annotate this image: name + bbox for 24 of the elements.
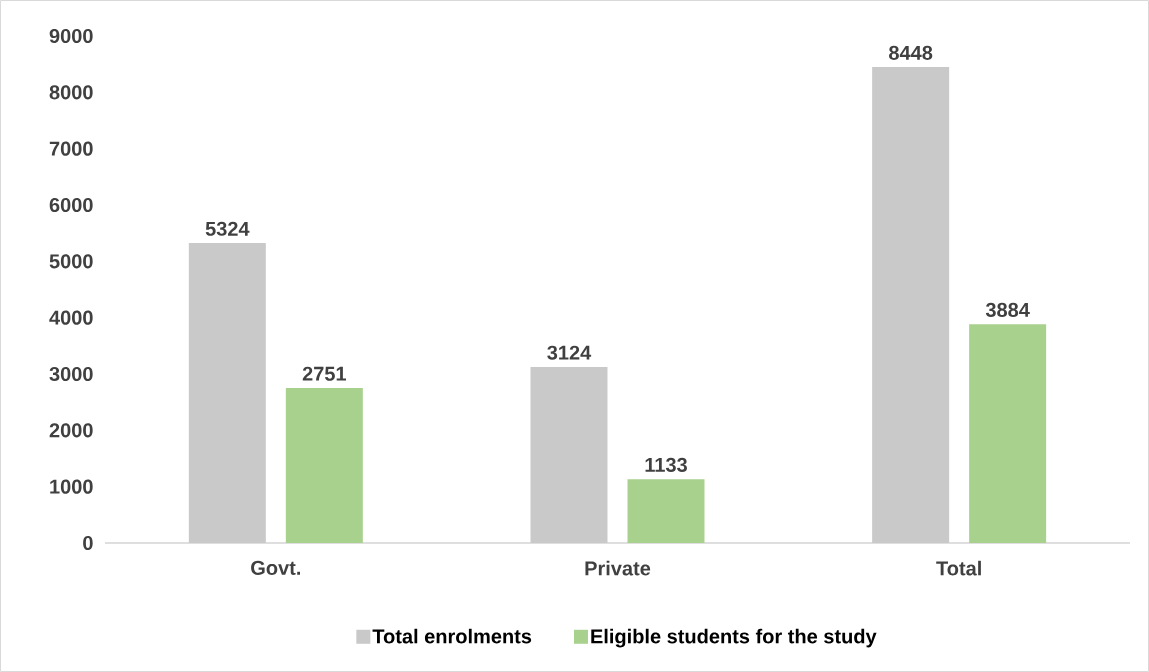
x-tick-label: Total — [936, 560, 981, 576]
bar — [627, 479, 705, 543]
data-label: 3124 — [547, 345, 592, 360]
data-label: 3884 — [985, 302, 1030, 317]
y-tick-label: 6000 — [49, 197, 93, 213]
y-tick-label: 7000 — [49, 141, 93, 156]
y-tick-label: 2000 — [49, 423, 93, 438]
y-tick-label: 5000 — [49, 254, 93, 269]
data-label: 5324 — [205, 221, 250, 236]
bar — [969, 324, 1047, 543]
data-label: 8448 — [889, 45, 933, 60]
y-tick-label: 9000 — [49, 28, 93, 44]
y-tick-label: 8000 — [49, 85, 93, 100]
bar — [285, 388, 363, 543]
data-label: 2751 — [302, 366, 347, 381]
y-tick-label: 1000 — [50, 479, 93, 494]
y-tick-label: 3000 — [49, 366, 93, 382]
x-tick-label: Govt. — [251, 560, 301, 575]
legend-label: Eligible students for the study — [591, 628, 877, 648]
x-tick-label: Private — [585, 560, 651, 576]
legend-label: Total enrolments — [372, 628, 532, 644]
y-tick-label: 0 — [83, 535, 93, 551]
data-label: 1133 — [645, 457, 687, 472]
y-tick-label: 4000 — [49, 310, 93, 325]
